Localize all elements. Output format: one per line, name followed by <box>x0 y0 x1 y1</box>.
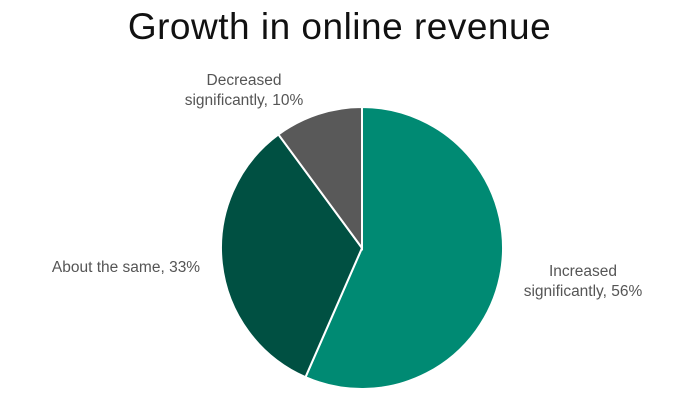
pie-slice-1 <box>304 105 504 390</box>
slice-label-line: significantly, 56% <box>524 283 643 300</box>
chart-title: Growth in online revenue <box>127 6 552 47</box>
slice-label-2: About the same, 33% <box>52 259 200 276</box>
slice-label-line: Decreased <box>207 72 282 89</box>
slice-label-1: Increased significantly, 56% <box>524 263 643 300</box>
pie-slice-3 <box>277 105 363 252</box>
slice-label-line: About the same, 33% <box>52 259 200 276</box>
slice-label-3: Decreased significantly, 10% <box>185 72 304 109</box>
slice-label-line: significantly, 10% <box>185 92 304 109</box>
pie-slice-2 <box>220 133 364 379</box>
slice-label-line: Increased <box>549 263 617 280</box>
